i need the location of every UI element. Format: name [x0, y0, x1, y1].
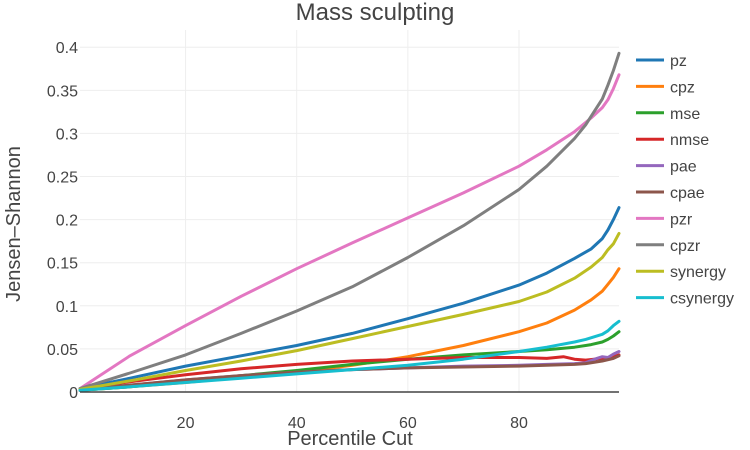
- legend-item-synergy[interactable]: synergy: [636, 264, 726, 281]
- series-layer: [78, 51, 621, 392]
- legend-label: pzr: [670, 211, 693, 228]
- y-tick-label: 0.3: [56, 126, 78, 143]
- legend-item-mse[interactable]: mse: [636, 106, 700, 123]
- legend-label: cpz: [670, 79, 695, 96]
- x-tick-label: 20: [177, 415, 195, 432]
- grid-lines: [80, 30, 619, 392]
- legend-item-pae[interactable]: pae: [636, 159, 697, 176]
- legend-item-nmse[interactable]: nmse: [636, 132, 709, 149]
- y-axis-title: Jensen–Shannon: [3, 146, 25, 302]
- axes: 0 0.05 0.1 0.15 0.2 0.25 0.3 0.35 0.4 20 40 60 80: [47, 40, 619, 432]
- y-tick-label: 0.15: [47, 256, 78, 273]
- legend-label: mse: [670, 106, 700, 123]
- legend-item-pzr[interactable]: pzr: [636, 211, 693, 228]
- x-tick-label: 80: [510, 415, 528, 432]
- legend-item-cpzr[interactable]: cpzr: [636, 238, 701, 255]
- series-line-pz: [78, 206, 621, 391]
- legend-item-csynergy[interactable]: csynergy: [636, 291, 734, 308]
- series-line-cpzr: [78, 51, 621, 391]
- legend-item-cpae[interactable]: cpae: [636, 185, 705, 202]
- legend-label: csynergy: [670, 291, 734, 308]
- y-tick-label: 0.4: [56, 40, 78, 57]
- legend-item-cpz[interactable]: cpz: [636, 79, 695, 96]
- legend-label: synergy: [670, 264, 726, 281]
- y-tick-label: 0: [69, 385, 78, 402]
- legend-item-pz[interactable]: pz: [636, 53, 687, 70]
- legend-label: nmse: [670, 132, 709, 149]
- series-line-cpae: [78, 354, 621, 392]
- legend-label: cpzr: [670, 238, 701, 255]
- x-tick-label: 40: [288, 415, 306, 432]
- y-tick-label: 0.35: [47, 83, 78, 100]
- y-tick-label: 0.05: [47, 342, 78, 359]
- x-axis-title: Percentile Cut: [287, 428, 413, 450]
- legend-label: cpae: [670, 185, 705, 202]
- y-tick-label: 0.25: [47, 170, 78, 187]
- y-tick-label: 0.1: [56, 299, 78, 316]
- chart-title: Mass sculpting: [296, 0, 455, 26]
- legend: pz cpz mse nmse pae cpae pzr cpzr synergy csynerg…: [636, 53, 734, 308]
- series-line-pzr: [78, 73, 621, 391]
- legend-label: pae: [670, 159, 697, 176]
- series-line-synergy: [78, 231, 621, 391]
- x-tick-label: 60: [399, 415, 417, 432]
- legend-label: pz: [670, 53, 687, 70]
- series-line-csynergy: [78, 319, 621, 392]
- y-tick-label: 0.2: [56, 213, 78, 230]
